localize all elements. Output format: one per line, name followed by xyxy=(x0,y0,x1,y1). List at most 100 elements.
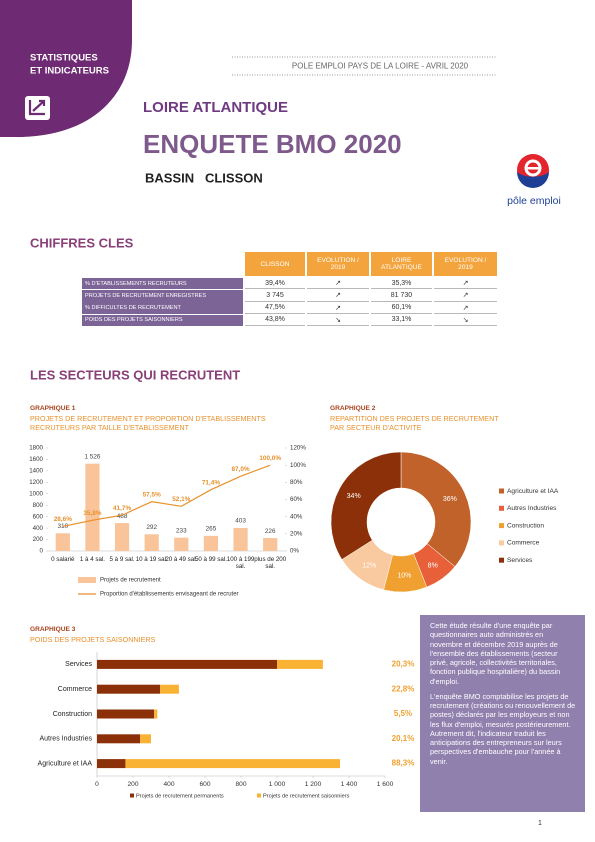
line-value-label: 52,1% xyxy=(172,496,190,503)
y2-tick-label: 40% xyxy=(290,513,303,520)
y-tick-label: Autres Industries xyxy=(39,736,92,743)
legend-label: Proportion d'établissements envisageant … xyxy=(100,592,239,598)
legend-label: Services xyxy=(507,557,533,564)
line-value-label: 41,7% xyxy=(113,505,131,512)
table-header: EVOLUTION / 2019 xyxy=(434,252,497,276)
y2-tick-label: 0% xyxy=(290,548,299,555)
bar-value-label: 488 xyxy=(117,513,128,520)
x-tick-label: 600 xyxy=(199,781,210,788)
bar-value-label: 1 526 xyxy=(84,453,100,460)
y-tick-label: Construction xyxy=(53,711,92,718)
share-label: 20,1% xyxy=(392,734,415,743)
y-tick-label: 600 xyxy=(33,513,44,520)
legend-label: Projets de recrutement saisonniers xyxy=(263,793,350,799)
table-cell: 39,4% xyxy=(245,278,305,290)
row-label: PROJETS DE RECRUTEMENT ENREGISTRES xyxy=(82,290,243,302)
x-tick-label: 0 xyxy=(95,781,99,788)
bar-value-label: 403 xyxy=(235,518,246,525)
table-header: CLISSON xyxy=(245,252,305,276)
legend-swatch xyxy=(499,505,504,511)
chart-label: GRAPHIQUE 1 xyxy=(30,405,76,412)
legend-swatch xyxy=(257,793,261,798)
section-heading: LES SECTEURS QUI RECRUTENT xyxy=(30,367,240,382)
y-tick-label: 1200 xyxy=(29,479,43,486)
title: ENQUETE BMO 2020 xyxy=(143,129,402,159)
share-label: 22,8% xyxy=(392,684,415,693)
legend-swatch xyxy=(499,488,504,494)
bar xyxy=(233,527,248,551)
line-value-label: 28,6% xyxy=(54,516,72,523)
share-label: 5,5% xyxy=(394,709,412,718)
bar-segment xyxy=(140,734,151,744)
x-tick-label: 50 à 99 sal. xyxy=(194,556,227,563)
bar xyxy=(144,534,159,551)
row-label: POIDS DES PROJETS SAISONNIERS xyxy=(82,314,243,326)
bar xyxy=(203,535,219,551)
bar-segment xyxy=(154,709,158,719)
bar-segment xyxy=(97,684,161,694)
note-paragraph: Cette étude résulte d'une enquête par qu… xyxy=(430,621,561,686)
bar-segment xyxy=(97,759,126,769)
y-tick-label: 1600 xyxy=(29,456,43,463)
x-tick-label: 1 200 xyxy=(305,781,322,788)
y-tick-label: 400 xyxy=(33,525,44,532)
y-tick-label: 800 xyxy=(33,502,44,509)
line-value-label: 87,0% xyxy=(232,466,250,473)
note-box: Cette étude résulte d'une enquête par qu… xyxy=(420,615,585,812)
x-tick-label: 1 à 4 sal. xyxy=(79,556,105,563)
y-tick-label: 0 xyxy=(40,548,44,555)
table-cell: ↗ xyxy=(307,290,369,302)
bar-value-label: 265 xyxy=(206,526,217,533)
legend-label: Projets de recrutement permanents xyxy=(136,793,224,799)
tag-line: STATISTIQUES xyxy=(30,53,98,64)
logo-text: pôle emploi xyxy=(507,195,561,207)
chart-title: POIDS DES PROJETS SAISONNIERS xyxy=(30,635,156,644)
section-heading: CHIFFRES CLES xyxy=(30,235,134,250)
table-cell: ↗ xyxy=(434,278,497,290)
bar-segment xyxy=(97,709,155,719)
table-cell: 3 745 xyxy=(245,290,305,302)
note-paragraph: L'enquête BMO comptabilise les projets d… xyxy=(430,691,576,766)
pie-slice xyxy=(330,451,402,560)
x-tick-label: 1 000 xyxy=(269,781,286,788)
table-header: LOIRE ATLANTIQUE xyxy=(371,252,432,276)
share-label: 20,3% xyxy=(392,660,415,669)
slice-label: 36% xyxy=(443,496,457,503)
legend-label: Commerce xyxy=(507,540,540,547)
table-cell: 33,1% xyxy=(371,315,432,326)
share-label: 88,3% xyxy=(392,759,415,768)
x-tick-label: 100 à 199 sal. xyxy=(226,556,255,571)
region: LOIRE ATLANTIQUE xyxy=(143,99,288,116)
table-cell: ↗ xyxy=(434,302,497,314)
line-value-label: 35,8% xyxy=(83,510,101,517)
legend-label: Autres Industries xyxy=(507,505,557,512)
table-header: EVOLUTION / 2019 xyxy=(307,252,369,276)
slice-label: 12% xyxy=(362,563,376,570)
page-number: 1 xyxy=(538,820,542,827)
bar-segment xyxy=(97,734,141,744)
y2-tick-label: 80% xyxy=(290,479,303,486)
y2-tick-label: 100% xyxy=(290,462,306,469)
line-value-label: 71,4% xyxy=(202,479,220,486)
slice-label: 34% xyxy=(347,493,361,500)
chart-title: PROJETS DE RECRUTEMENT ET PROPORTION D'E… xyxy=(30,414,266,432)
y2-tick-label: 20% xyxy=(290,530,303,537)
x-tick-label: 1 400 xyxy=(341,781,358,788)
publisher: POLE EMPLOI PAYS DE LA LOIRE - AVRIL 202… xyxy=(292,62,469,71)
x-tick-label: 5 à 9 sal. xyxy=(109,556,135,563)
chart-title: REPARTITION DES PROJETS DE RECRUTEMENT P… xyxy=(330,414,499,432)
subtitle: BASSIN CLISSON xyxy=(145,170,263,185)
legend-swatch xyxy=(499,523,504,529)
x-tick-label: 800 xyxy=(235,781,246,788)
chart-label: GRAPHIQUE 3 xyxy=(30,626,76,633)
table-cell: ↗ xyxy=(434,290,497,302)
bar xyxy=(114,523,130,551)
bar-value-label: 226 xyxy=(265,528,276,535)
row-label: % D'ETABLISSEMENTS RECRUTEURS xyxy=(82,278,243,290)
table-cell: 47,5% xyxy=(245,302,305,314)
bar-value-label: 292 xyxy=(146,524,157,531)
bar-segment xyxy=(125,759,340,769)
bar-segment xyxy=(97,659,277,669)
